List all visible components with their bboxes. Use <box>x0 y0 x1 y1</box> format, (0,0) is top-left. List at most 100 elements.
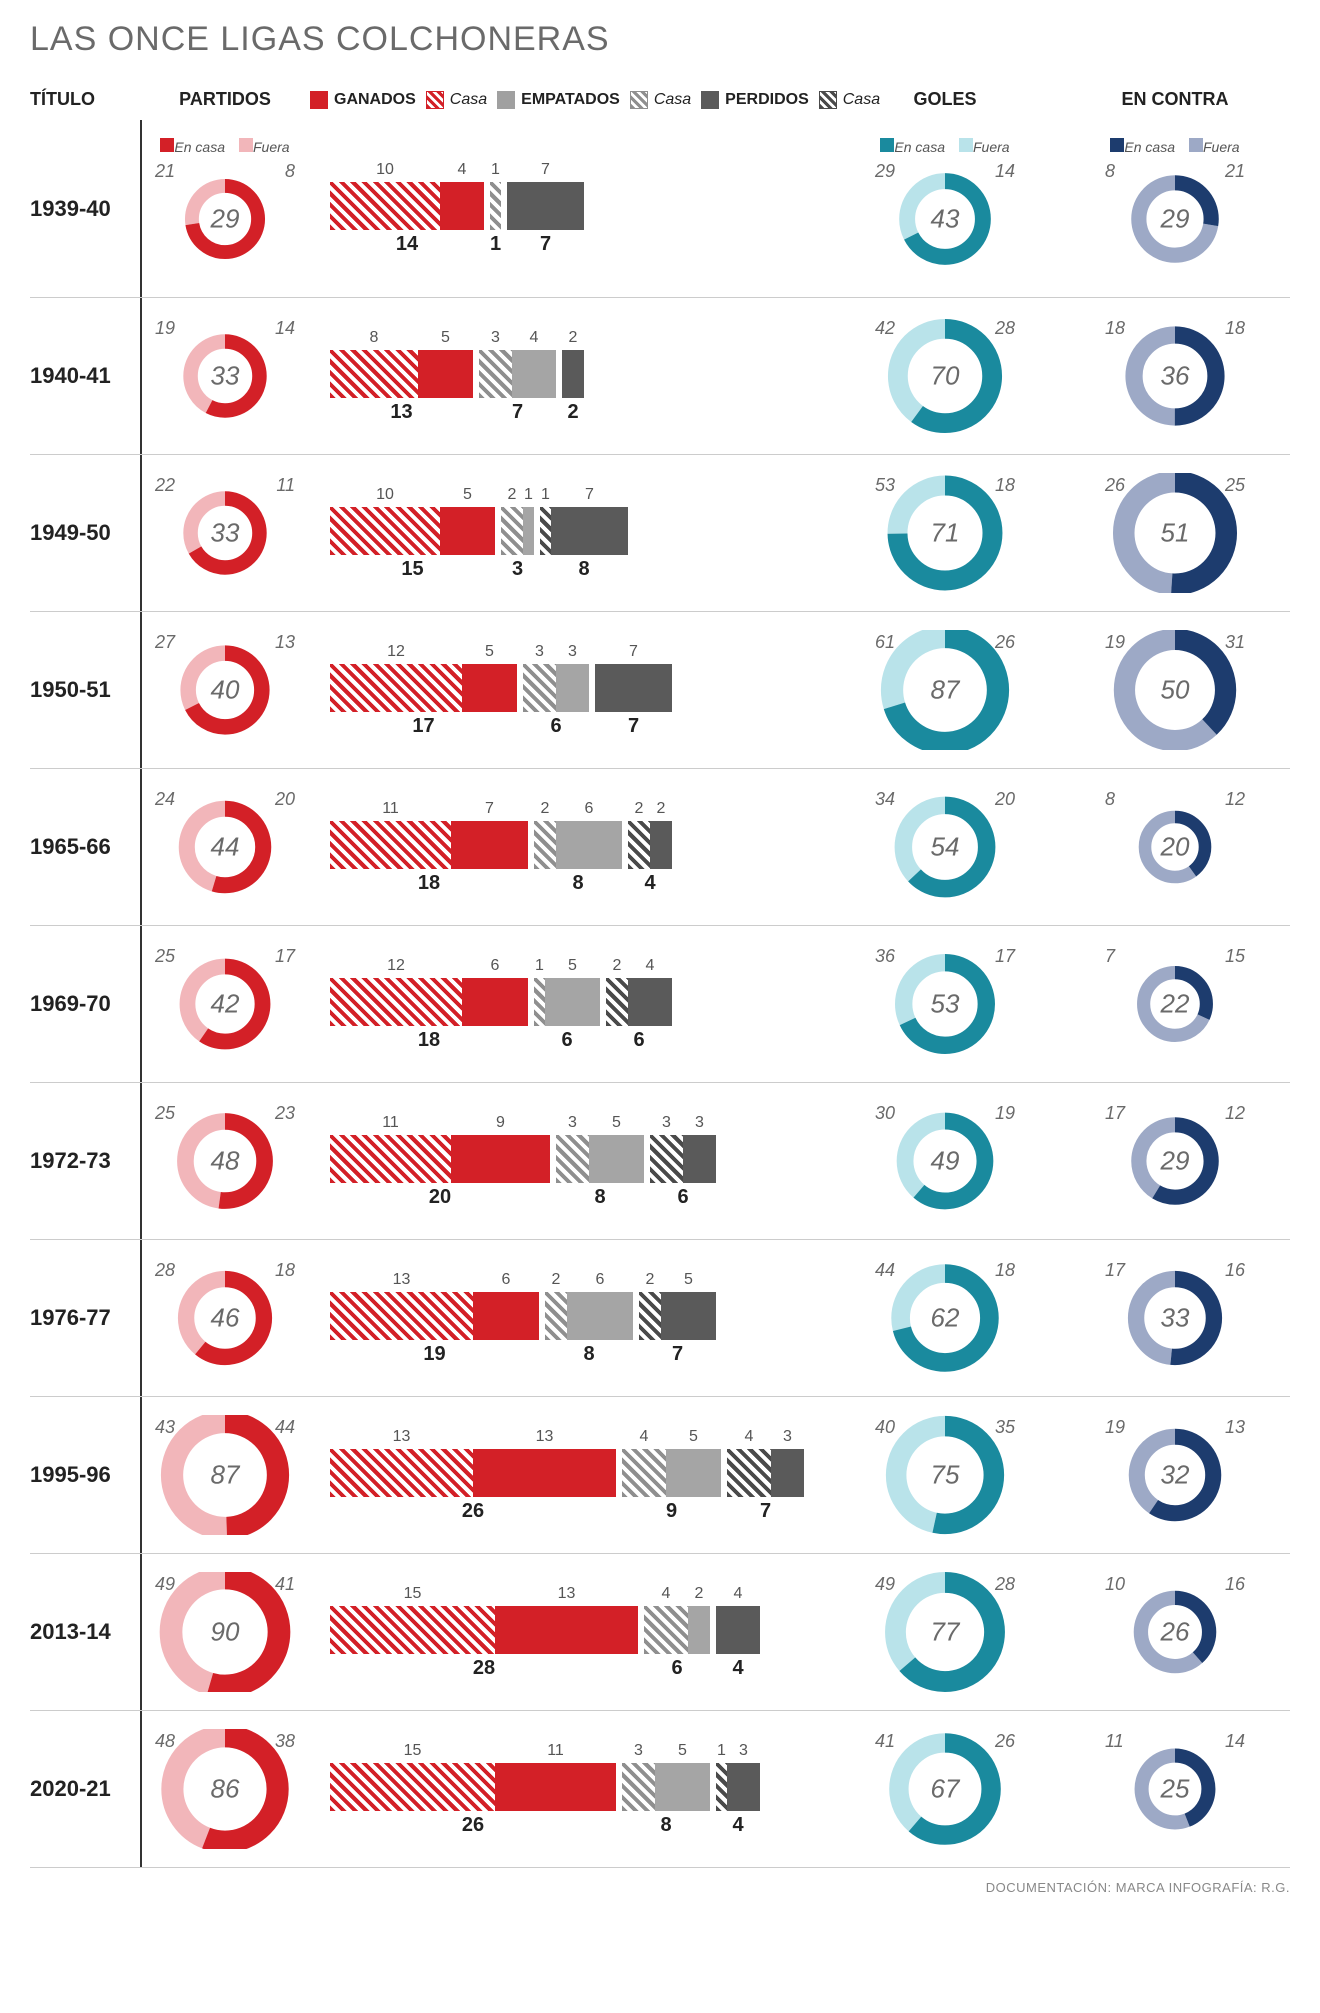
goles-donut: 49 28 77 <box>865 1572 1025 1692</box>
bar-top-label: 2 <box>639 1271 661 1289</box>
bar-seg <box>330 1449 473 1497</box>
bar-top-label: 6 <box>556 800 622 818</box>
bar-seg <box>473 1449 616 1497</box>
partidos-donut: 19 14 33 <box>145 316 305 436</box>
bar-total-label: 6 <box>606 1029 672 1052</box>
bar-total-label: 28 <box>330 1657 638 1680</box>
season-row: 2020-21 48 38 86 15113513 2684 41 26 <box>30 1711 1290 1868</box>
bar-top-label: 2 <box>562 329 584 347</box>
goles-donut: 40 35 75 <box>865 1415 1025 1535</box>
col-bars-head: GANADOS Casa EMPATADOS Casa PERDIDOS Cas… <box>310 91 830 109</box>
col-goles-head: GOLES <box>830 89 1060 110</box>
bars-cell: 15113513 2684 <box>310 1742 830 1837</box>
bars-cell: 10417 1417 <box>310 161 830 256</box>
col-partidos-head: PARTIDOS <box>140 89 310 110</box>
bar-seg <box>462 978 528 1026</box>
bar-group <box>523 664 589 712</box>
bar-seg <box>451 1135 550 1183</box>
goles-donut: 44 18 62 <box>865 1258 1025 1378</box>
bar-total-label: 1 <box>490 233 501 256</box>
partidos-total: 87 <box>211 1460 240 1491</box>
season-year: 1939-40 <box>30 196 140 222</box>
goles-fuera-value: 14 <box>995 161 1015 182</box>
bar-group <box>330 978 528 1026</box>
goles-cell: 34 20 54 <box>830 787 1060 907</box>
bar-top-label: 1 <box>523 486 534 504</box>
bars-cell: 1513424 2864 <box>310 1585 830 1680</box>
bar-top-label: 7 <box>507 161 584 179</box>
bar-top-label: 12 <box>330 957 462 975</box>
bar-top-label: 1 <box>534 957 545 975</box>
partidos-total: 40 <box>211 675 240 706</box>
partidos-total: 33 <box>211 518 240 549</box>
partidos-legend: En casa Fuera <box>140 138 310 155</box>
partidos-donut: 49 41 90 <box>145 1572 305 1692</box>
bar-seg <box>683 1135 716 1183</box>
contra-fuera-value: 18 <box>1225 318 1245 339</box>
contra-cell: 26 25 51 <box>1060 473 1290 593</box>
contra-fuera-value: 31 <box>1225 632 1245 653</box>
bar-top-label: 3 <box>771 1428 804 1446</box>
bar-group <box>595 664 672 712</box>
contra-total: 51 <box>1161 518 1190 549</box>
bar-top-label: 4 <box>440 161 484 179</box>
partidos-cell: 25 17 42 <box>140 944 310 1064</box>
bar-seg <box>507 182 584 230</box>
bar-top-label: 2 <box>545 1271 567 1289</box>
partidos-casa-value: 21 <box>155 161 175 182</box>
goles-donut: 53 18 71 <box>865 473 1025 593</box>
contra-cell: 10 16 26 <box>1060 1572 1290 1692</box>
goles-donut: 30 19 49 <box>865 1101 1025 1221</box>
bar-top-label: 12 <box>330 643 462 661</box>
bars-cell: 125337 1767 <box>310 643 830 738</box>
contra-fuera-value: 14 <box>1225 1731 1245 1752</box>
goles-cell: 42 28 70 <box>830 316 1060 436</box>
bar-seg <box>556 1135 589 1183</box>
bar-group <box>330 1449 616 1497</box>
bar-total-label: 7 <box>507 233 584 256</box>
bar-top-label: 3 <box>727 1742 760 1760</box>
goles-donut: 29 14 43 <box>865 159 1025 279</box>
bar-total-label: 8 <box>622 1814 710 1837</box>
bar-total-label: 15 <box>330 558 495 581</box>
bar-group <box>545 1292 633 1340</box>
goles-fuera-value: 28 <box>995 1574 1015 1595</box>
bar-group <box>330 821 528 869</box>
goles-casa-value: 53 <box>875 475 895 496</box>
contra-fuera-value: 13 <box>1225 1417 1245 1438</box>
bar-group <box>330 507 495 555</box>
partidos-casa-value: 27 <box>155 632 175 653</box>
goles-casa-value: 34 <box>875 789 895 810</box>
bar-total-label: 7 <box>727 1500 804 1523</box>
bar-seg <box>589 1135 644 1183</box>
partidos-donut: 25 23 48 <box>145 1101 305 1221</box>
season-row: 1940-41 19 14 33 85342 1372 42 28 70 <box>30 298 1290 455</box>
bar-total-label: 7 <box>639 1343 716 1366</box>
bar-top-label: 13 <box>495 1585 638 1603</box>
partidos-donut: 25 17 42 <box>145 944 305 1064</box>
partidos-fuera-value: 41 <box>275 1574 295 1595</box>
bar-top-label: 8 <box>330 329 418 347</box>
goles-cell: 30 19 49 <box>830 1101 1060 1221</box>
bar-top-label: 4 <box>716 1585 760 1603</box>
contra-casa-value: 11 <box>1105 1731 1124 1752</box>
bar-total-label: 6 <box>523 715 589 738</box>
goles-total: 87 <box>931 675 960 706</box>
bar-group <box>490 182 501 230</box>
bar-seg <box>644 1606 688 1654</box>
season-row: 1995-96 43 44 87 13134543 2697 40 35 <box>30 1397 1290 1554</box>
bar-total-label: 6 <box>650 1186 716 1209</box>
partidos-total: 86 <box>211 1774 240 1805</box>
rows-container: 1939-40 En casa Fuera 21 8 29 10417 1417… <box>30 120 1290 1868</box>
season-row: 1972-73 25 23 48 1193533 2086 30 19 4 <box>30 1083 1290 1240</box>
bar-seg <box>727 1449 771 1497</box>
bar-seg <box>330 978 462 1026</box>
contra-casa-value: 26 <box>1105 475 1125 496</box>
bar-top-label: 3 <box>622 1742 655 1760</box>
goles-casa-value: 42 <box>875 318 895 339</box>
bar-seg <box>639 1292 661 1340</box>
bar-seg <box>330 507 440 555</box>
bar-top-label: 2 <box>628 800 650 818</box>
contra-fuera-value: 12 <box>1225 789 1245 810</box>
partidos-cell: 22 11 33 <box>140 473 310 593</box>
